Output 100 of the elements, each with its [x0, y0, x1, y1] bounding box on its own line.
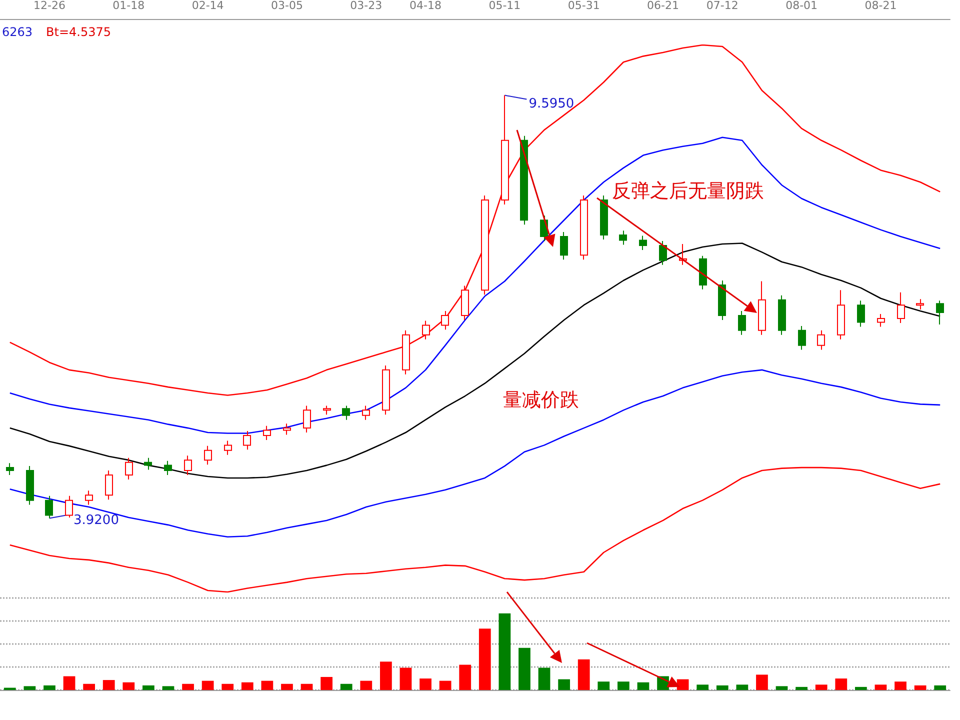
- bar: [558, 679, 570, 690]
- bar: [241, 682, 254, 690]
- candlestick: [105, 470, 113, 500]
- bar: [142, 685, 154, 690]
- x-tick-label: 03-23: [350, 0, 382, 12]
- candlestick: [817, 330, 825, 350]
- bar: [776, 686, 788, 690]
- candlestick: [897, 292, 905, 324]
- candlestick: [362, 405, 370, 420]
- bar: [400, 668, 412, 690]
- candlestick: [659, 240, 667, 266]
- candlestick: [26, 466, 34, 506]
- candlestick: [758, 280, 766, 336]
- bar: [182, 684, 194, 690]
- bar: [855, 686, 867, 690]
- candlestick: [6, 462, 14, 476]
- candlestick: [323, 405, 331, 416]
- bar: [439, 680, 452, 690]
- candlestick: [184, 455, 192, 476]
- candlestick: [204, 445, 212, 466]
- bar: [459, 664, 472, 690]
- bar: [122, 682, 135, 690]
- bar: [360, 680, 372, 690]
- candlestick: [65, 495, 73, 518]
- bar: [222, 684, 234, 690]
- annotation: 3.9200: [73, 513, 119, 528]
- annotation: 量减价跌: [503, 389, 579, 412]
- candlestick: [422, 320, 430, 340]
- x-tick-label: 07-12: [706, 0, 738, 12]
- x-tick-label: 02-14: [192, 0, 224, 12]
- bar: [380, 662, 392, 690]
- candlestick: [164, 460, 172, 476]
- candlestick: [837, 290, 845, 340]
- candlestick: [916, 298, 924, 310]
- text: Bt=4.5375: [46, 24, 111, 39]
- candlestick: [263, 425, 271, 440]
- bar: [756, 674, 768, 690]
- candlestick: [857, 300, 865, 328]
- candlestick: [936, 300, 944, 325]
- bar: [835, 678, 848, 690]
- candlestick: [45, 495, 53, 519]
- candlestick: [639, 235, 647, 250]
- annotation: 反弹之后无量阴跌: [612, 180, 764, 202]
- candlestick: [520, 135, 528, 226]
- candlestick: [402, 330, 410, 375]
- candlestick: [877, 314, 885, 328]
- bar: [24, 686, 36, 690]
- candlestick: [501, 94, 509, 205]
- candlestick: [125, 457, 133, 480]
- bar: [637, 682, 650, 690]
- candlestick: [382, 364, 390, 416]
- x-tick-label: 04-18: [410, 0, 442, 12]
- bar: [261, 680, 274, 690]
- candlestick: [560, 232, 568, 260]
- x-tick-label: 08-01: [786, 0, 818, 12]
- candlestick: [798, 325, 806, 350]
- candlestick: [699, 255, 707, 290]
- annotation: 9.5950: [528, 96, 574, 112]
- x-tick-label: 01-18: [112, 0, 145, 12]
- x-tick-label: 03-05: [270, 0, 303, 12]
- bar: [281, 684, 293, 690]
- candlestick: [778, 294, 786, 336]
- bar: [63, 676, 76, 690]
- bar: [894, 682, 906, 690]
- bar: [420, 678, 432, 690]
- bar: [102, 680, 115, 690]
- candlestick: [85, 490, 93, 506]
- bar: [202, 680, 214, 690]
- candlestick: [224, 440, 232, 456]
- bar: [716, 685, 728, 690]
- candlestick: [441, 310, 449, 330]
- candlestick: [303, 405, 311, 434]
- x-tick-label: 05-31: [568, 0, 600, 12]
- candlestick: [461, 285, 469, 320]
- bar: [934, 685, 946, 690]
- bar: [538, 668, 550, 690]
- candlestick: [600, 195, 608, 240]
- bar: [736, 684, 748, 690]
- bar: [914, 685, 926, 690]
- bar: [874, 684, 887, 690]
- bar: [162, 686, 174, 690]
- candlestick: [283, 423, 291, 436]
- candlestick: [144, 457, 152, 470]
- x-tick-label: 08-21: [864, 0, 897, 12]
- bar: [498, 613, 511, 690]
- bar: [83, 684, 95, 690]
- bar: [518, 648, 530, 690]
- bar: [696, 684, 709, 690]
- x-tick-label: 05-11: [488, 0, 521, 12]
- candlestick: [243, 430, 251, 450]
- candlestick: [481, 195, 489, 296]
- bar: [300, 684, 313, 690]
- bar: [320, 676, 332, 690]
- bar: [796, 686, 808, 690]
- candlestick: [580, 195, 588, 260]
- bar: [598, 682, 610, 690]
- candlestick: [619, 230, 627, 246]
- bar: [815, 684, 828, 690]
- text: 6263: [2, 24, 33, 39]
- bar: [618, 682, 630, 690]
